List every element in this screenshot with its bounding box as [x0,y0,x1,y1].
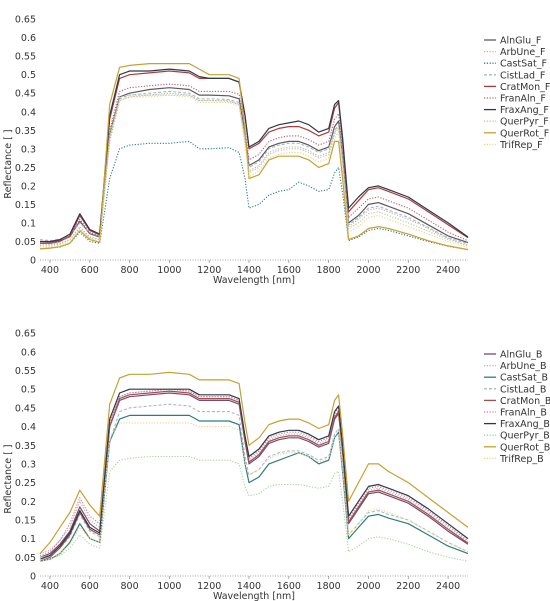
series-line-AlnGlu_F [39,87,469,244]
legend-label: QuerRot_B [500,442,550,453]
legend: AlnGlu_BArbUne_BCastSat_BCistLad_BCratMo… [484,350,550,465]
series-line-TrifRep_B [39,422,469,562]
x-tick-label: 1200 [197,581,221,592]
x-tick-label: 400 [41,581,59,592]
y-tick-label: 0 [30,256,36,267]
series-line-TrifRep_F [39,94,469,248]
x-tick-label: 1800 [317,581,341,592]
y-tick-label: 0 [30,572,36,583]
legend-label: FraxAng_B [500,419,550,430]
x-tick-label: 1600 [277,581,301,592]
y-tick-label: 0.5 [21,70,36,81]
x-tick-label: 1600 [277,265,301,276]
series-line-FraxAng_B [39,388,469,560]
series-line-CistLad_F [39,90,469,245]
legend-label: FranAln_B [500,408,547,419]
y-tick-label: 0.05 [15,237,36,248]
x-tick-label: 1000 [157,265,181,276]
x-tick-label: 2000 [356,265,380,276]
legend-label: CistLad_F [500,70,545,81]
y-tick-label: 0.2 [21,497,36,508]
x-tick-label: 2000 [356,581,380,592]
legend-label: FraxAng_F [500,105,549,116]
y-tick-label: 0.15 [15,515,36,526]
y-tick-label: 0.5 [21,385,36,396]
y-tick-label: 0.6 [21,347,36,358]
x-axis-label: Wavelength [nm] [213,275,295,286]
x-tick-label: 1400 [237,265,261,276]
series-line-FraxAng_F [40,68,469,243]
legend-label: AlnGlu_B [500,350,542,361]
y-tick-label: 0.1 [21,534,36,545]
series-line-ArbUne_F [39,92,469,246]
series-line-QuerPyr_B [40,455,469,562]
y-tick-label: 0.2 [21,181,36,192]
y-tick-label: 0.45 [15,403,36,414]
legend-label: QuerPyr_F [500,117,549,128]
x-tick-label: 600 [81,265,99,276]
x-tick-label: 1800 [317,265,341,276]
series-line-QuerRot_F [39,62,469,251]
series-line-QuerRot_B [39,371,469,554]
x-tick-label: 2200 [396,265,420,276]
legend-label: FranAln_F [500,94,546,105]
y-tick-label: 0.25 [15,478,36,489]
legend-label: QuerRot_F [500,128,549,139]
y-tick-label: 0.3 [21,144,36,155]
y-axis-label: Reflectance [ ] [3,444,14,513]
y-tick-label: 0.4 [21,107,36,118]
legend-label: TrifRep_F [499,140,543,151]
y-tick-label: 0.55 [15,366,36,377]
y-tick-label: 0.55 [15,52,36,63]
x-axis-label: Wavelength [nm] [213,591,295,601]
y-tick-label: 0.6 [21,33,36,44]
x-tick-label: 2200 [396,581,420,592]
legend-label: ArbUne_F [500,47,545,58]
legend-label: CastSat_F [500,59,547,70]
y-tick-label: 0.65 [15,329,36,340]
x-tick-label: 800 [121,265,139,276]
y-tick-label: 0.4 [21,422,36,433]
y-axis-label: Reflectance [ ] [3,129,14,198]
chart-panel-2: 0 0.05 0.1 0.15 0.2 0.25 0.3 0.35 0.4 0.45 0.5 0.55… [3,329,550,601]
x-tick-label: 1000 [157,581,181,592]
y-tick-label: 0.05 [15,553,36,564]
y-tick-label: 0.3 [21,459,36,470]
legend-label: AlnGlu_F [500,36,541,47]
series-line-FranAln_F [39,83,469,244]
series-line-QuerPyr_F [40,94,469,247]
legend-label: ArbUne_B [500,361,547,372]
y-tick-label: 0.65 [15,15,36,26]
chart-panel-1: 0 0.05 0.1 0.15 0.2 0.25 0.3 0.35 0.4 0.45 0.5 0.55… [3,15,550,286]
x-tick-label: 1200 [197,265,221,276]
y-tick-label: 0.35 [15,441,36,452]
x-tick-label: 2400 [436,265,460,276]
legend-label: TrifRep_B [499,454,544,465]
legend-label: CratMon_F [500,82,550,93]
legend-label: QuerPyr_B [500,431,550,442]
legend-label: CistLad_B [500,384,546,395]
x-tick-label: 400 [41,265,59,276]
y-tick-label: 0.45 [15,89,36,100]
y-tick-label: 0.35 [15,126,36,137]
x-tick-label: 600 [81,581,99,592]
y-tick-label: 0.25 [15,163,36,174]
y-tick-label: 0.15 [15,200,36,211]
legend: AlnGlu_FArbUne_FCastSat_FCistLad_FCratMo… [484,36,550,151]
y-tick-label: 0.1 [21,218,36,229]
x-tick-label: 800 [121,581,139,592]
legend-label: CratMon_B [500,396,550,407]
series-line-CistLad_B [39,403,469,558]
x-tick-label: 1400 [237,581,261,592]
x-tick-label: 2400 [436,581,460,592]
legend-label: CastSat_B [500,373,548,384]
